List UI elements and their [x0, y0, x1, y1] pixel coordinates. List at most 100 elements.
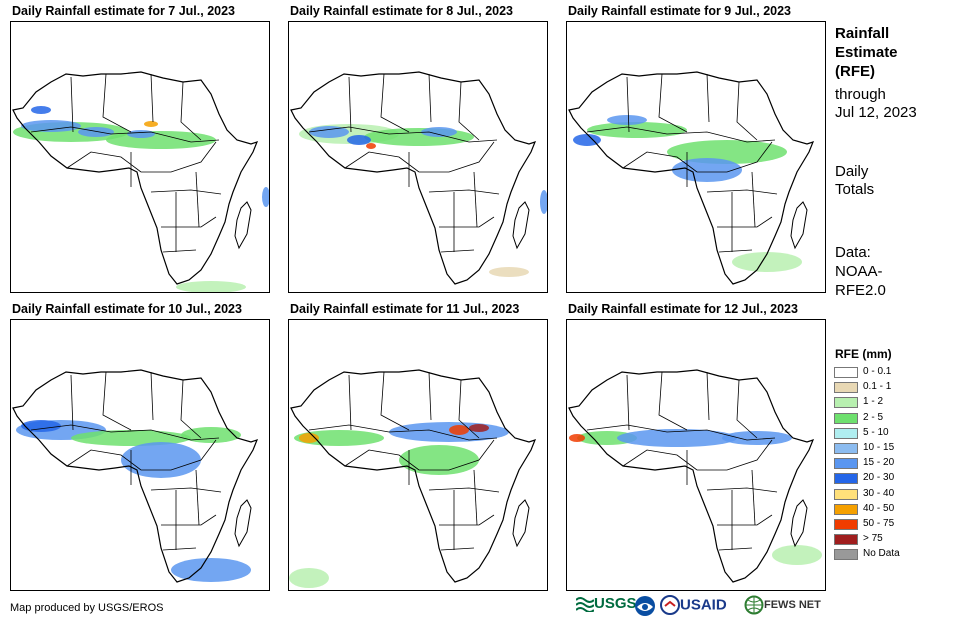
madagascar [790, 201, 808, 250]
panel-title: Daily Rainfall estimate for 9 Jul., 2023 [568, 4, 792, 18]
country-border [102, 73, 132, 133]
usaid-logo: USAID [660, 595, 727, 619]
rainfall-area [171, 558, 251, 582]
country-border [308, 424, 498, 441]
country-border [586, 424, 776, 441]
rainfall-area [121, 442, 201, 478]
legend-swatch [834, 473, 858, 485]
credit-text: Map produced by USGS/EROS [10, 602, 164, 614]
sidebar-data-line-2: NOAA- [835, 263, 883, 280]
rainfall-area [181, 427, 241, 443]
africa-coastline [568, 369, 815, 583]
rainfall-area [449, 425, 469, 435]
country-border [626, 76, 630, 133]
africa-land [291, 72, 535, 284]
country-border [717, 514, 773, 526]
legend-label: 0 - 0.1 [863, 366, 892, 377]
rainfall-map [288, 21, 548, 293]
country-border [180, 81, 202, 141]
africa-coastline [12, 369, 259, 583]
sidebar-daily: Daily [835, 163, 869, 180]
legend-swatch [834, 367, 858, 378]
rainfall-map [566, 319, 826, 591]
rainfall-area [364, 128, 474, 146]
madagascar [512, 499, 530, 548]
rainfall-area [421, 127, 457, 137]
country-border [348, 76, 352, 133]
africa-land [291, 370, 535, 582]
country-border [697, 141, 773, 173]
fews-net-logo: FEWS NET [744, 595, 821, 619]
rainfall-area [176, 281, 246, 292]
map-panel-jul-10: Daily Rainfall estimate for 10 Jul., 202… [10, 302, 282, 594]
africa-land [13, 370, 257, 582]
legend-label: 30 - 40 [863, 487, 895, 499]
sidebar-title-line-3: (RFE) [835, 63, 875, 80]
rainfall-area [489, 267, 529, 277]
country-border [458, 81, 480, 141]
rainfall-area [127, 130, 155, 138]
country-border [141, 439, 217, 471]
usgs-wave-icon [575, 596, 595, 613]
africa-coastline [12, 71, 259, 285]
usaid-logo-text: USAID [680, 596, 727, 614]
rainfall-area [294, 430, 384, 446]
country-border [439, 514, 495, 526]
legend-label: 0.1 - 1 [863, 381, 892, 393]
rainfall-map [288, 319, 548, 591]
country-border [706, 73, 710, 123]
globe-icon [744, 595, 764, 615]
country-border [195, 469, 200, 526]
sidebar-data-line-1: Data: [835, 244, 871, 261]
legend-label: 1 - 2 [863, 396, 884, 408]
legend-swatch [834, 549, 858, 561]
country-border [751, 469, 756, 526]
sidebar-date: Jul 12, 2023 [835, 104, 917, 121]
map-panel-jul-11: Daily Rainfall estimate for 11 Jul., 202… [288, 302, 560, 594]
madagascar [234, 499, 252, 548]
country-border [718, 249, 753, 253]
rainfall-area [31, 106, 51, 114]
madagascar [790, 499, 808, 548]
country-border [161, 216, 217, 228]
map-panel-jul-7: Daily Rainfall estimate for 7 Jul., 2023 [10, 4, 282, 296]
legend-title: RFE (mm) [835, 347, 892, 361]
legend-label: 40 - 50 [863, 502, 895, 514]
noaa-logo-icon [634, 595, 656, 619]
country-border [195, 171, 200, 228]
country-border [150, 487, 222, 493]
rainfall-area [389, 422, 509, 442]
map-panel-jul-8: Daily Rainfall estimate for 8 Jul., 2023 [288, 4, 560, 296]
rainfall-area [732, 252, 802, 272]
usgs-logo-text: USGS [594, 595, 637, 612]
africa-coastline [290, 71, 537, 285]
rainfall-area [469, 424, 489, 432]
sidebar-through: through [835, 86, 886, 103]
country-border [706, 487, 778, 493]
rainfall-area [569, 434, 585, 442]
country-border [380, 371, 410, 431]
country-border [419, 439, 495, 471]
rainfall-area [262, 187, 269, 207]
map-panel-jul-9: Daily Rainfall estimate for 9 Jul., 2023 [566, 4, 838, 296]
panel-title: Daily Rainfall estimate for 8 Jul., 2023 [290, 4, 514, 18]
country-border [162, 547, 197, 551]
rainfall-area [672, 158, 742, 182]
panel-title: Daily Rainfall estimate for 11 Jul., 202… [290, 302, 520, 316]
country-border [706, 371, 710, 421]
legend-label: No Data [863, 548, 900, 560]
country-border [308, 126, 498, 143]
country-border [419, 141, 495, 173]
legend-swatch [834, 534, 858, 546]
legend-label: 10 - 15 [863, 442, 895, 453]
africa-coastline [568, 71, 815, 285]
legend-swatch [834, 443, 858, 454]
country-border [150, 371, 154, 421]
rainfall-area [573, 134, 601, 146]
rainfall-area [399, 445, 479, 475]
rainfall-area [144, 121, 158, 127]
country-border [706, 189, 778, 195]
legend-label: 5 - 10 [863, 426, 889, 438]
madagascar [234, 201, 252, 250]
country-border [428, 371, 432, 421]
